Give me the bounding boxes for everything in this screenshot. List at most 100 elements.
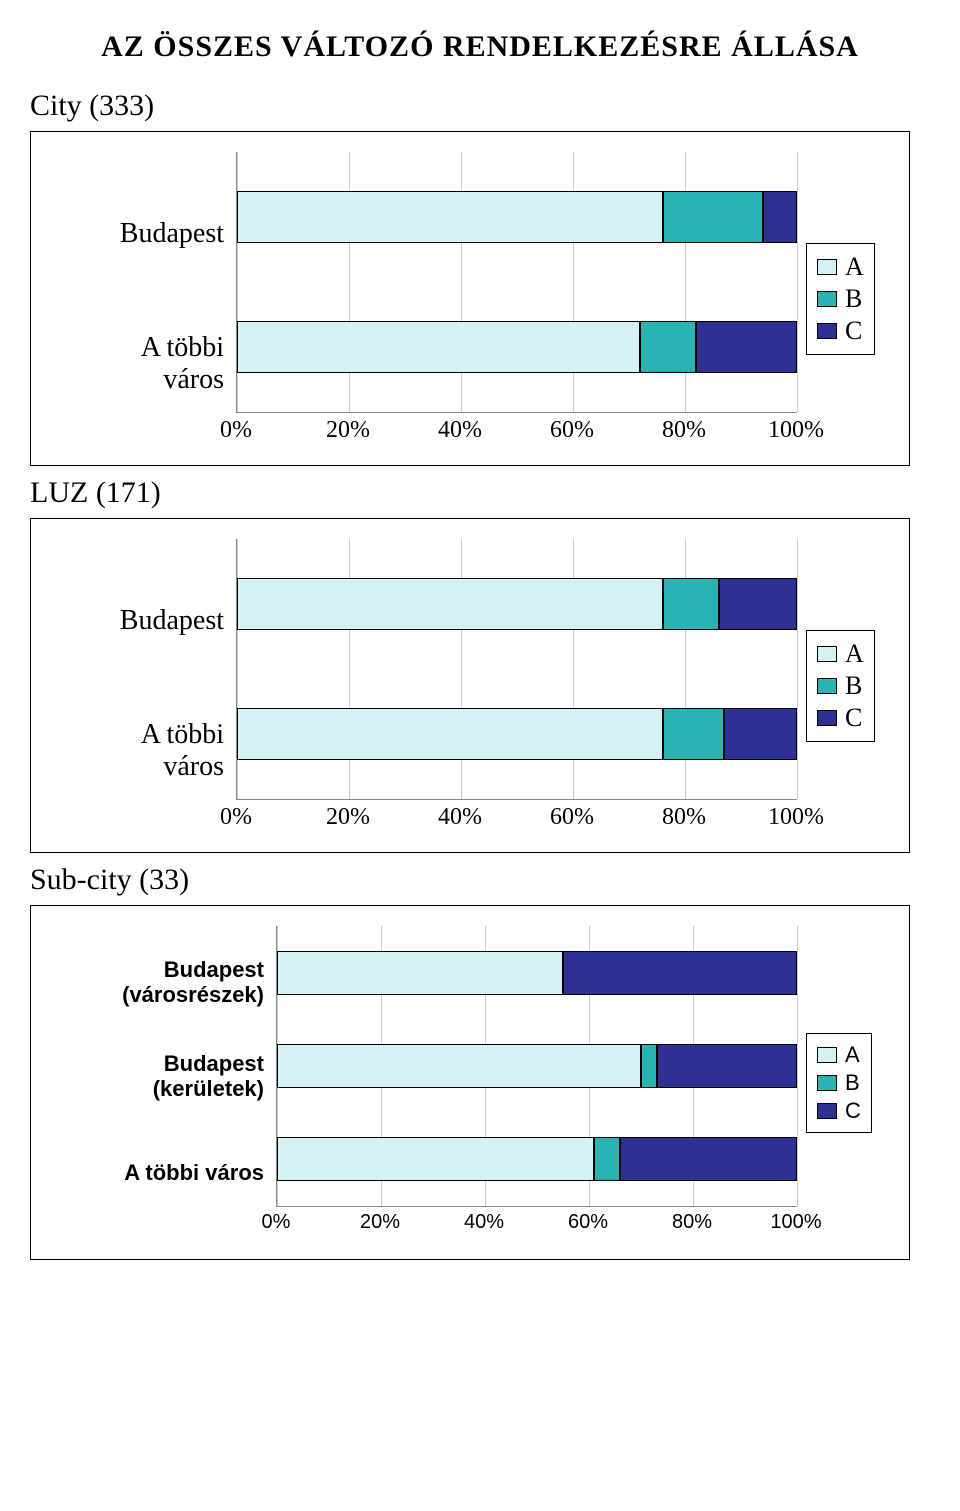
- legend-swatch: [817, 646, 837, 662]
- x-tick-label: 80%: [662, 804, 706, 831]
- bar-segment-B: [594, 1137, 620, 1181]
- bar-segment-C: [724, 708, 797, 760]
- x-tick-label: 60%: [550, 417, 594, 444]
- x-tick-label: 60%: [550, 804, 594, 831]
- category-labels: Budapest(városrészek) Budapest(kerületek)…: [46, 943, 276, 1223]
- legend-item-B: B: [817, 284, 864, 314]
- bar-segment-B: [663, 708, 725, 760]
- legend-item-C: C: [817, 316, 864, 346]
- chart-city: BudapestA többiváros0%20%40%60%80%100%AB…: [30, 131, 910, 466]
- bar-segment-C: [719, 578, 797, 630]
- y-tick: [236, 669, 237, 674]
- legend-label: B: [845, 1070, 860, 1096]
- x-tick-label: 40%: [464, 1211, 504, 1234]
- x-tick-label: 60%: [568, 1211, 608, 1234]
- bar-row: [277, 1137, 797, 1181]
- legend-label: C: [845, 703, 862, 733]
- bar-segment-C: [657, 1044, 797, 1088]
- legend-label: B: [845, 284, 862, 314]
- legend-item-B: B: [817, 1070, 861, 1096]
- legend-swatch: [817, 259, 837, 275]
- chart-luz: BudapestA többiváros0%20%40%60%80%100%AB…: [30, 518, 910, 853]
- legend-item-C: C: [817, 703, 864, 733]
- legend-label: B: [845, 671, 862, 701]
- bar-segment-C: [763, 191, 797, 243]
- bar-row: [277, 1044, 797, 1088]
- bar-segment-B: [640, 321, 696, 373]
- bar-segment-C: [696, 321, 797, 373]
- bar-segment-B: [641, 1044, 657, 1088]
- bar-segment-B: [663, 191, 764, 243]
- legend-item-C: C: [817, 1098, 861, 1124]
- gridline: [797, 539, 798, 799]
- plot-area: [276, 926, 797, 1207]
- plot-area: [236, 539, 797, 800]
- category-label: Budapest: [46, 218, 224, 250]
- x-tick-label: 100%: [768, 804, 824, 831]
- x-axis: 0%20%40%60%80%100%: [236, 413, 796, 445]
- x-tick-label: 40%: [438, 804, 482, 831]
- legend-item-B: B: [817, 671, 864, 701]
- legend-swatch: [817, 678, 837, 694]
- x-tick-label: 100%: [770, 1211, 821, 1234]
- category-label: Budapest: [46, 605, 224, 637]
- bar-segment-A: [237, 708, 663, 760]
- legend-swatch: [817, 291, 837, 307]
- bar-segment-C: [620, 1137, 797, 1181]
- legend-item-A: A: [817, 639, 864, 669]
- x-tick-label: 100%: [768, 417, 824, 444]
- gridline: [797, 926, 798, 1206]
- bar-row: [237, 578, 797, 630]
- legend-label: A: [845, 1042, 860, 1068]
- bar-row: [237, 321, 797, 373]
- bar-row: [237, 708, 797, 760]
- legend-swatch: [817, 710, 837, 726]
- category-label: A többiváros: [46, 332, 224, 396]
- category-label: A többiváros: [46, 719, 224, 783]
- category-label: Budapest(városrészek): [46, 957, 264, 1008]
- legend: ABC: [806, 243, 875, 355]
- category-label: A többi város: [46, 1160, 264, 1185]
- x-axis: 0%20%40%60%80%100%: [236, 800, 796, 832]
- legend-swatch: [817, 323, 837, 339]
- x-tick-label: 40%: [438, 417, 482, 444]
- section-title-subcity: Sub-city (33): [30, 863, 930, 897]
- bar-segment-A: [277, 1137, 594, 1181]
- section-title-city: City (333): [30, 89, 930, 123]
- bar-segment-C: [563, 951, 797, 995]
- chart-subcity: Budapest(városrészek) Budapest(kerületek)…: [30, 905, 910, 1260]
- legend-swatch: [817, 1047, 837, 1063]
- bar-row: [237, 191, 797, 243]
- category-labels: Budapest A többiváros: [46, 556, 236, 816]
- legend: ABC: [806, 1033, 872, 1133]
- x-tick-label: 0%: [262, 1211, 291, 1234]
- x-tick-label: 20%: [326, 417, 370, 444]
- category-labels: Budapest A többiváros: [46, 169, 236, 429]
- y-tick: [236, 282, 237, 287]
- legend-label: A: [845, 639, 864, 669]
- x-tick-label: 20%: [360, 1211, 400, 1234]
- x-axis: 0%20%40%60%80%100%: [276, 1207, 796, 1239]
- legend-label: A: [845, 252, 864, 282]
- legend-swatch: [817, 1103, 837, 1119]
- page-title: AZ ÖSSZES VÁLTOZÓ RENDELKEZÉSRE ÁLLÁSA: [30, 30, 930, 64]
- plot-area: [236, 152, 797, 413]
- legend-label: C: [845, 316, 862, 346]
- legend-label: C: [845, 1098, 861, 1124]
- bar-row: [277, 951, 797, 995]
- bar-segment-A: [237, 578, 663, 630]
- x-tick-label: 0%: [220, 804, 252, 831]
- x-tick-label: 0%: [220, 417, 252, 444]
- y-tick: [276, 1019, 277, 1024]
- legend: ABC: [806, 630, 875, 742]
- x-tick-label: 20%: [326, 804, 370, 831]
- y-tick: [276, 1113, 277, 1118]
- section-title-luz: LUZ (171): [30, 476, 930, 510]
- bar-segment-A: [277, 1044, 641, 1088]
- category-label: Budapest(kerületek): [46, 1051, 264, 1102]
- x-tick-label: 80%: [672, 1211, 712, 1234]
- charts-container: City (333) Budapest A többiváros 0% 20% 40% 60…: [30, 89, 930, 1260]
- x-tick-label: 80%: [662, 417, 706, 444]
- bar-segment-A: [237, 191, 663, 243]
- bar-segment-A: [277, 951, 563, 995]
